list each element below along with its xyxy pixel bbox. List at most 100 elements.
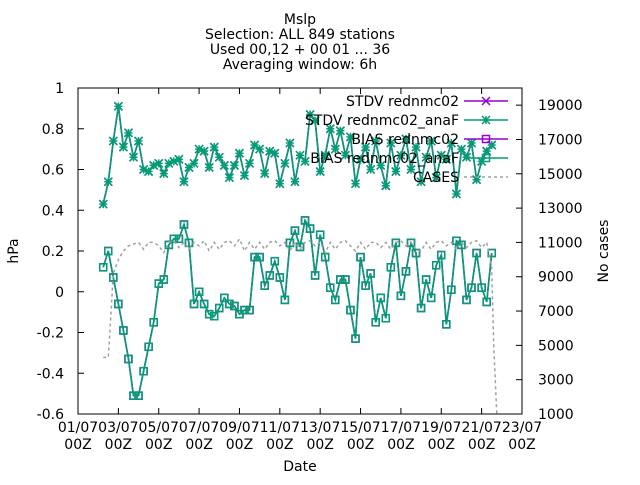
data-point xyxy=(336,275,345,284)
data-point xyxy=(401,267,411,276)
data-point xyxy=(346,305,355,315)
data-point xyxy=(305,224,315,233)
y-tick-label: -0.4 xyxy=(37,366,64,382)
legend-label: BIAS rednmc02 xyxy=(351,132,459,148)
data-point xyxy=(290,177,300,187)
axes: 1 0.8 0.6 0.4 0.2 0 -0.2 -0.4 -0.6 19000 17000 1500… xyxy=(37,81,583,453)
series-1 xyxy=(98,101,497,209)
data-point xyxy=(487,248,496,258)
data-point xyxy=(280,295,290,305)
legend-marker xyxy=(481,96,491,106)
x-tick-label: 00Z xyxy=(266,437,293,453)
y-tick-label: 0.2 xyxy=(42,244,64,260)
data-point xyxy=(361,281,370,290)
data-point xyxy=(477,156,487,166)
x-tick-label: 05/07 xyxy=(139,420,179,436)
series-4 xyxy=(103,237,498,415)
y2-tick-label: 5000 xyxy=(538,338,574,354)
data-point xyxy=(467,138,477,148)
series-line xyxy=(103,237,498,415)
data-point xyxy=(446,138,456,148)
data-point xyxy=(421,152,431,162)
data-point xyxy=(356,252,365,262)
y2-tick-label: 3000 xyxy=(538,373,574,389)
data-point xyxy=(376,293,385,303)
data-point xyxy=(285,238,295,248)
data-point xyxy=(250,252,259,262)
x-axis-label: Date xyxy=(283,459,316,475)
title-line: Averaging window: 6h xyxy=(223,57,377,73)
data-point xyxy=(482,297,491,307)
data-point xyxy=(487,140,497,150)
series-2 xyxy=(98,216,496,400)
x-tick-label: 00Z xyxy=(387,437,414,453)
data-point xyxy=(340,150,350,160)
x-tick-label: 00Z xyxy=(145,437,172,453)
data-point xyxy=(139,164,149,175)
data-point xyxy=(335,126,345,136)
data-point xyxy=(396,150,406,160)
y2-tick-label: 9000 xyxy=(538,270,574,286)
x-tick-label: 21/07 xyxy=(461,420,501,436)
data-point xyxy=(310,116,320,126)
y2-tick-label: 7000 xyxy=(538,304,574,320)
x-tick-label: 00Z xyxy=(347,437,374,453)
data-point xyxy=(295,242,305,252)
data-point xyxy=(255,144,265,154)
data-point xyxy=(174,154,184,164)
data-point xyxy=(325,124,335,134)
legend-label: CASES xyxy=(413,170,459,186)
data-point xyxy=(164,240,174,250)
x-tick-label: 13/07 xyxy=(300,420,340,436)
data-point xyxy=(456,144,466,154)
y-axis-label: hPa xyxy=(6,238,22,263)
x-tick-label: 01/07 xyxy=(58,420,98,436)
data-point xyxy=(240,305,249,315)
y2-tick-label: 17000 xyxy=(538,132,583,148)
data-point xyxy=(149,160,159,170)
x-tick-label: 00Z xyxy=(226,437,253,453)
y2-tick-label: 1000 xyxy=(538,407,574,423)
data-point xyxy=(234,148,244,158)
data-point xyxy=(179,220,189,229)
data-point xyxy=(416,303,426,313)
x-tick-label: 09/07 xyxy=(219,420,259,436)
data-point xyxy=(305,109,315,120)
data-point xyxy=(215,303,224,313)
legend-entry: CASES xyxy=(413,170,508,186)
legend-label: STDV rednmc02_anaF xyxy=(305,113,459,129)
y2-axis-label: No cases xyxy=(596,220,612,283)
y-tick-label: -0.6 xyxy=(37,407,64,423)
data-point xyxy=(376,160,386,170)
data-point xyxy=(184,238,194,248)
legend-label: BIAS rednmc02_anaF xyxy=(310,151,459,167)
data-point xyxy=(204,162,214,172)
data-point xyxy=(194,287,204,296)
data-point xyxy=(361,142,371,152)
x-tick-label: 07/07 xyxy=(179,420,219,436)
data-point xyxy=(477,283,486,292)
data-point xyxy=(250,140,260,150)
data-point xyxy=(255,252,264,262)
data-point xyxy=(189,158,199,168)
x-tick-label: 00Z xyxy=(428,437,455,453)
data-point xyxy=(144,167,154,177)
data-point xyxy=(265,271,274,280)
data-point xyxy=(482,146,492,156)
x-tick-label: 11/07 xyxy=(260,420,300,436)
data-point xyxy=(230,301,239,311)
legend-entry: BIAS rednmc02 xyxy=(351,132,508,148)
data-point xyxy=(431,261,441,270)
y2-tick-label: 13000 xyxy=(538,201,583,217)
data-point xyxy=(381,181,391,191)
data-point xyxy=(345,132,355,142)
data-point xyxy=(209,311,219,321)
data-point xyxy=(391,238,401,248)
data-point xyxy=(103,177,113,187)
legend-entry: STDV rednmc02 xyxy=(346,94,508,110)
title-line: Mslp xyxy=(284,12,316,28)
x-tick-label: 03/07 xyxy=(98,420,138,436)
data-point xyxy=(265,146,275,156)
